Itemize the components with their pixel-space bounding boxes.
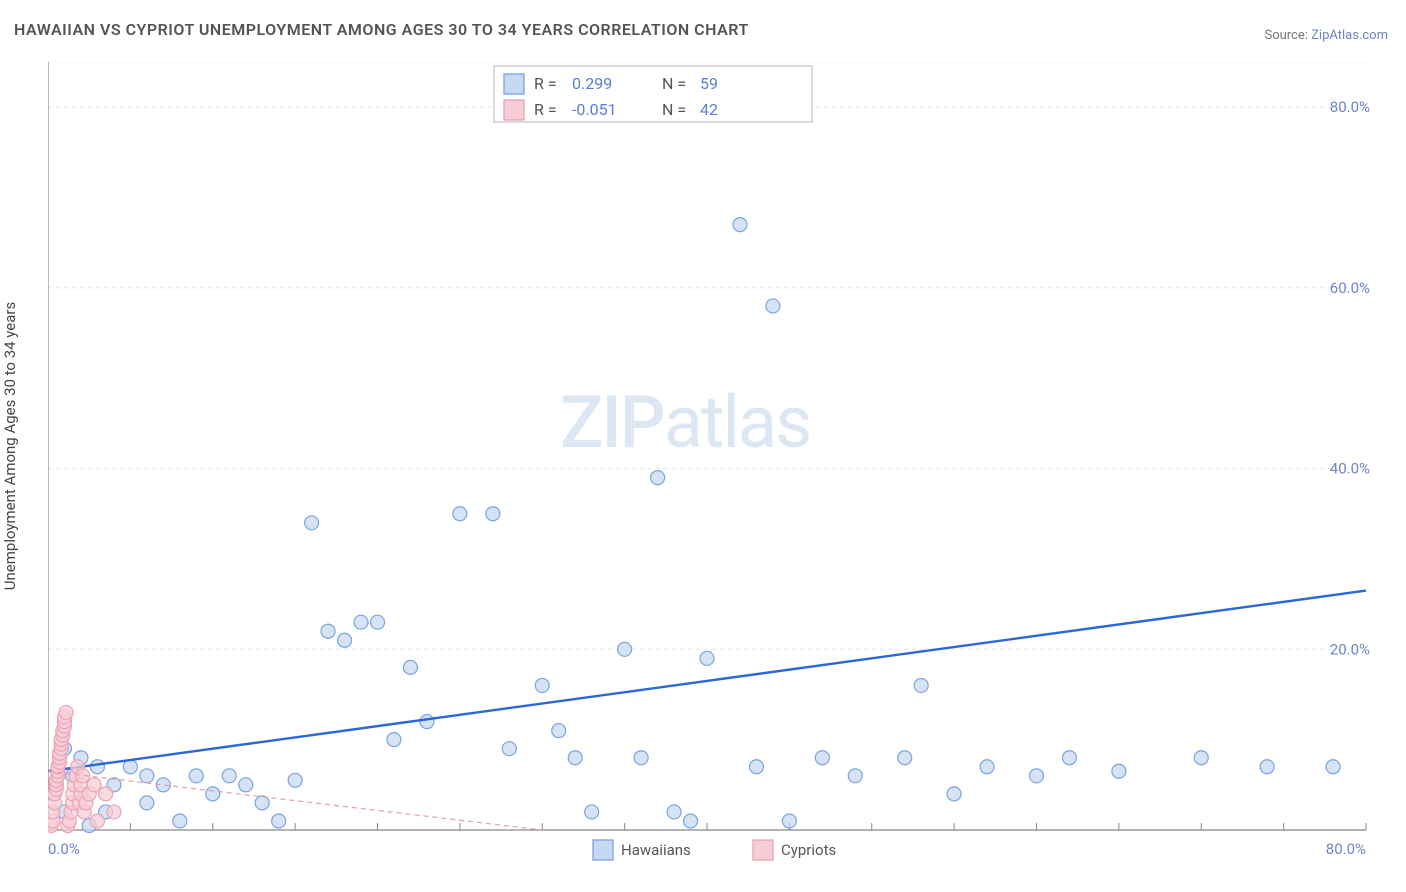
data-point — [371, 615, 385, 629]
data-point — [1062, 751, 1076, 765]
data-point — [453, 507, 467, 521]
series-legend-label: Hawaiians — [621, 841, 691, 859]
data-point — [667, 805, 681, 819]
legend-swatch — [504, 100, 524, 120]
legend-n-value: 59 — [700, 74, 718, 93]
data-point — [1194, 751, 1208, 765]
source-prefix: Source: — [1264, 28, 1311, 43]
legend-swatch — [504, 74, 524, 94]
data-point — [222, 769, 236, 783]
data-point — [486, 507, 500, 521]
data-point — [173, 814, 187, 828]
data-point — [782, 814, 796, 828]
data-point — [255, 796, 269, 810]
data-point — [898, 751, 912, 765]
data-point — [420, 715, 434, 729]
data-point — [321, 624, 335, 638]
series-legend-swatch — [753, 840, 773, 860]
data-point — [815, 751, 829, 765]
data-point — [140, 796, 154, 810]
series-legend-swatch — [593, 840, 613, 860]
data-point — [502, 742, 516, 756]
legend-n-label: N = — [662, 100, 686, 119]
data-point — [1030, 769, 1044, 783]
data-point — [272, 814, 286, 828]
data-point — [947, 787, 961, 801]
data-point — [288, 773, 302, 787]
data-point — [338, 633, 352, 647]
y-tick-label: 60.0% — [1330, 279, 1370, 297]
data-point — [749, 760, 763, 774]
data-point — [552, 724, 566, 738]
source-link[interactable]: ZipAtlas.com — [1311, 28, 1388, 43]
legend-r-value: -0.051 — [572, 100, 617, 119]
y-axis-label: Unemployment Among Ages 30 to 34 years — [1, 302, 19, 590]
y-tick-label: 80.0% — [1330, 98, 1370, 116]
data-point — [651, 471, 665, 485]
data-point — [733, 218, 747, 232]
data-point — [618, 642, 632, 656]
data-point — [387, 733, 401, 747]
chart-title: HAWAIIAN VS CYPRIOT UNEMPLOYMENT AMONG A… — [14, 20, 749, 39]
data-point — [206, 787, 220, 801]
data-point — [634, 751, 648, 765]
legend-n-value: 42 — [700, 100, 718, 119]
legend-r-value: 0.299 — [572, 74, 612, 93]
data-point — [87, 778, 101, 792]
data-point — [700, 651, 714, 665]
data-point — [1260, 760, 1274, 774]
data-point — [1112, 764, 1126, 778]
source-credit: Source: ZipAtlas.com — [1264, 28, 1388, 43]
data-point — [59, 706, 73, 720]
data-point — [535, 678, 549, 692]
data-point — [140, 769, 154, 783]
data-point — [914, 678, 928, 692]
series-legend-label: Cypriots — [781, 841, 836, 859]
correlation-scatter-chart: 20.0% 40.0% 60.0% 80.0% 0.0% 80.0% R = 0.299 N =… — [48, 62, 1388, 870]
data-point — [568, 751, 582, 765]
data-point — [980, 760, 994, 774]
data-point — [189, 769, 203, 783]
data-point — [239, 778, 253, 792]
data-point — [403, 660, 417, 674]
data-point — [766, 299, 780, 313]
data-point — [305, 516, 319, 530]
x-tick-label: 80.0% — [1326, 840, 1366, 858]
data-point — [90, 760, 104, 774]
y-tick-label: 40.0% — [1330, 460, 1370, 478]
trend-line — [48, 591, 1366, 772]
data-point — [99, 787, 113, 801]
x-tick-label: 0.0% — [48, 840, 80, 858]
data-point — [107, 805, 121, 819]
data-point — [90, 814, 104, 828]
legend-r-label: R = — [534, 74, 557, 93]
legend-n-label: N = — [662, 74, 686, 93]
y-tick-label: 20.0% — [1330, 640, 1370, 658]
data-point — [848, 769, 862, 783]
data-point — [1326, 760, 1340, 774]
data-point — [354, 615, 368, 629]
data-point — [585, 805, 599, 819]
data-point — [684, 814, 698, 828]
legend-r-label: R = — [534, 100, 557, 119]
